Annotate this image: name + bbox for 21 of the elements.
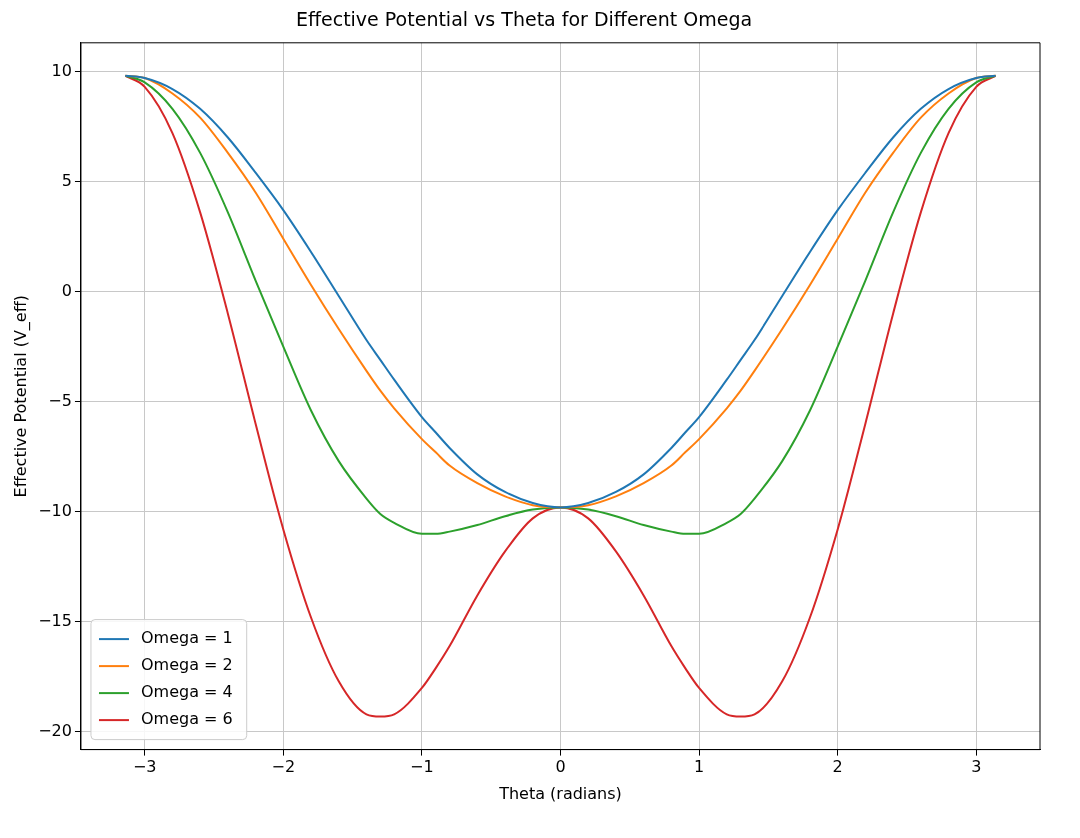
x-tick-label: 2 [832,757,843,777]
y-tick-label: 0 [61,280,72,300]
x-tick-label: 3 [971,757,982,777]
y-axis-title: Effective Potential (V_eff) [10,295,31,498]
legend-label: Omega = 1 [140,628,233,648]
x-axis-title: Theta (radians) [498,783,622,803]
x-tick-label: 1 [693,757,705,777]
y-tick-label: −5 [48,390,72,410]
y-tick-label: −10 [38,500,72,520]
y-tick-label: −15 [38,611,72,631]
legend-label: Omega = 4 [140,682,233,702]
y-tick-label: 5 [61,170,72,190]
legend-label: Omega = 6 [140,709,233,729]
x-tick-label: −2 [271,757,296,777]
y-tick-label: −20 [38,721,72,741]
x-tick-label: −1 [410,757,434,777]
y-tick-label: 10 [51,60,72,80]
x-tick-label: 0 [555,757,566,777]
chart-title: Effective Potential vs Theta for Different Omega [295,8,753,31]
x-tick-label: −3 [132,757,157,777]
legend-label: Omega = 2 [140,655,233,675]
